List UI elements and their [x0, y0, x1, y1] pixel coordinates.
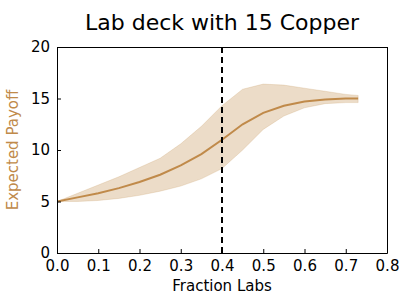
x-tick-mark [98, 249, 99, 253]
x-tick: 0.7 [334, 249, 358, 275]
y-tick-mark [57, 202, 61, 203]
x-axis-line [58, 249, 388, 254]
x-tick-mark [305, 249, 306, 253]
y-tick: 15 [31, 90, 61, 108]
y-tick-mark [57, 150, 61, 151]
confidence-band [57, 84, 358, 201]
y-tick-mark [57, 99, 61, 100]
x-tick-label: 0.5 [252, 257, 276, 275]
x-tick: 0.2 [128, 249, 152, 275]
y-tick-label: 0 [40, 244, 50, 262]
x-tick-label: 0.6 [293, 257, 317, 275]
x-axis-title: Fraction Labs [172, 277, 272, 295]
x-tick-mark [181, 249, 182, 253]
chart-title: Lab deck with 15 Copper [85, 10, 360, 35]
y-axis-line [58, 48, 62, 254]
plot-area [57, 47, 358, 253]
y-tick: 10 [31, 141, 61, 159]
y-tick-label: 5 [40, 193, 50, 211]
x-tick: 0.3 [169, 249, 193, 275]
x-tick-mark [140, 249, 141, 253]
x-tick: 0.5 [252, 249, 276, 275]
x-tick-label: 0.7 [334, 257, 358, 275]
x-tick: 0.4 [211, 249, 235, 275]
y-tick-label: 15 [31, 90, 50, 108]
chart: 0.00.10.20.30.40.50.60.70.805101520Lab d… [0, 0, 406, 300]
x-axis: 0.00.10.20.30.40.50.60.70.8 [46, 249, 400, 275]
x-tick: 0.6 [293, 249, 317, 275]
mean-line [57, 99, 358, 202]
x-tick-mark [263, 249, 264, 253]
x-tick-mark [346, 249, 347, 253]
x-tick-label: 0.4 [211, 257, 235, 275]
frame-top [57, 47, 387, 48]
y-tick: 5 [40, 193, 61, 211]
x-tick-mark [222, 249, 223, 253]
frame-right [387, 47, 388, 253]
x-tick-label: 0.8 [376, 257, 400, 275]
y-tick-mark [57, 253, 61, 254]
y-tick: 0 [40, 244, 61, 262]
y-tick-label: 10 [31, 141, 50, 159]
x-tick-label: 0.2 [128, 257, 152, 275]
x-tick-label: 0.1 [87, 257, 111, 275]
vertical-marker [221, 47, 223, 253]
x-tick-label: 0.3 [169, 257, 193, 275]
y-tick-label: 20 [31, 38, 50, 56]
y-tick: 20 [31, 38, 61, 56]
y-axis-title: Expected Payoff [4, 89, 22, 210]
x-tick: 0.1 [87, 249, 111, 275]
y-axis: 0 5 10 15 20 [31, 38, 61, 262]
